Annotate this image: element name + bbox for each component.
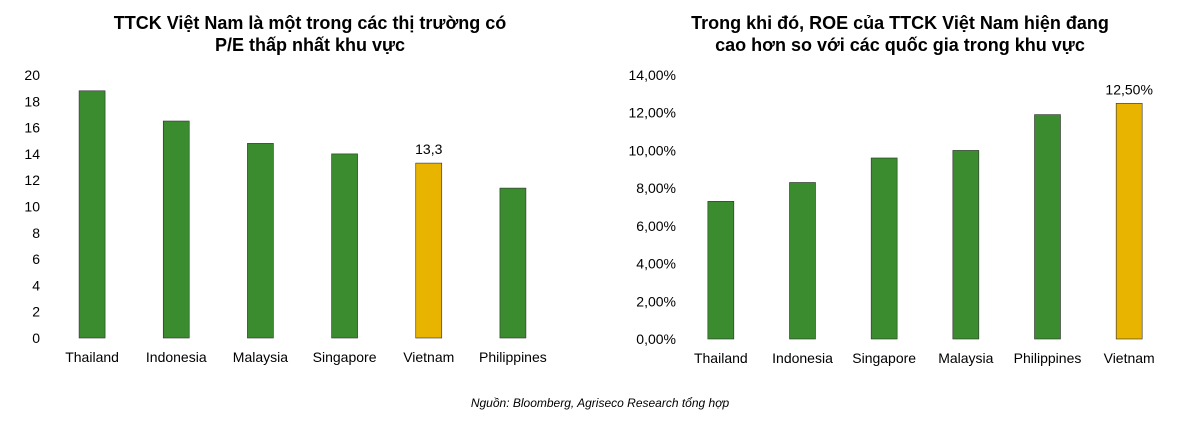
- roe-x-tick-label: Thailand: [694, 350, 748, 366]
- pe-y-tick-label: 14: [24, 146, 40, 162]
- pe-bar-chart: 0 2 4 6 8 10 12 14 16 18 20 Thailand Indonesia Malays…: [24, 67, 546, 365]
- pe-bar-thailand: [78, 90, 106, 339]
- roe-chart-title-line1: Trong khi đó, ROE của TTCK Việt Nam hiện…: [691, 13, 1109, 33]
- pe-y-tick-label: 10: [24, 199, 40, 215]
- pe-bar-singapore: [331, 153, 358, 339]
- roe-y-tick-label: 2,00%: [636, 293, 676, 309]
- pe-y-tick-label: 6: [32, 251, 40, 267]
- pe-chart-title-line1: TTCK Việt Nam là một trong các thị trườn…: [113, 13, 507, 33]
- roe-bar-vietnam: [1115, 102, 1143, 340]
- roe-x-tick-label: Singapore: [852, 350, 916, 366]
- roe-bar-thailand: [707, 201, 735, 340]
- roe-bar-singapore: [870, 157, 898, 340]
- pe-x-tick-label: Indonesia: [146, 349, 207, 365]
- roe-y-tick-label: 8,00%: [636, 180, 676, 196]
- pe-y-tick-label: 18: [24, 93, 40, 109]
- source-note: Nguồn: Bloomberg, Agriseco Research tổng…: [470, 396, 730, 410]
- pe-y-tick-label: 4: [32, 277, 40, 293]
- roe-y-tick-label: 10,00%: [629, 142, 676, 158]
- roe-x-tick-label: Malaysia: [938, 350, 993, 366]
- roe-chart-title-line2: cao hơn so với các quốc gia trong khu vự…: [715, 35, 1085, 55]
- roe-y-tick-label: 4,00%: [636, 256, 676, 272]
- pe-y-tick-label: 12: [24, 172, 40, 188]
- pe-x-tick-label: Vietnam: [403, 349, 454, 365]
- pe-data-label: 13,3: [415, 141, 442, 157]
- roe-bar-indonesia: [789, 182, 816, 340]
- roe-x-tick-label: Philippines: [1014, 350, 1082, 366]
- pe-x-tick-label: Thailand: [65, 349, 119, 365]
- pe-y-tick-label: 0: [32, 330, 40, 346]
- pe-y-tick-label: 2: [32, 304, 40, 320]
- roe-bar-malaysia: [952, 150, 980, 340]
- roe-y-tick-label: 14,00%: [629, 67, 676, 83]
- roe-y-tick-label: 12,00%: [629, 105, 676, 121]
- roe-bar-chart: 0,00% 2,00% 4,00% 6,00% 8,00% 10,00% 12,00% 14,…: [629, 67, 1155, 366]
- pe-chart-title: TTCK Việt Nam là một trong các thị trườn…: [60, 12, 560, 56]
- pe-x-tick-label: Singapore: [313, 349, 377, 365]
- pe-y-tick-label: 8: [32, 225, 40, 241]
- roe-y-tick-label: 0,00%: [636, 331, 676, 347]
- pe-chart-title-line2: P/E thấp nhất khu vực: [214, 35, 406, 55]
- roe-data-label: 12,50%: [1105, 81, 1152, 97]
- pe-bar-indonesia: [162, 120, 190, 339]
- roe-bar-philippines: [1034, 114, 1061, 340]
- pe-x-tick-label: Malaysia: [233, 349, 288, 365]
- roe-x-tick-label: Indonesia: [772, 350, 833, 366]
- pe-bar-philippines: [499, 187, 527, 339]
- roe-x-tick-label: Vietnam: [1104, 350, 1155, 366]
- roe-chart-title: Trong khi đó, ROE của TTCK Việt Nam hiện…: [640, 12, 1160, 56]
- roe-y-tick-label: 6,00%: [636, 218, 676, 234]
- pe-x-tick-label: Philippines: [479, 349, 547, 365]
- pe-bar-malaysia: [247, 143, 274, 339]
- pe-bar-vietnam: [415, 162, 443, 339]
- pe-y-tick-label: 20: [24, 67, 40, 83]
- pe-y-tick-label: 16: [24, 120, 40, 136]
